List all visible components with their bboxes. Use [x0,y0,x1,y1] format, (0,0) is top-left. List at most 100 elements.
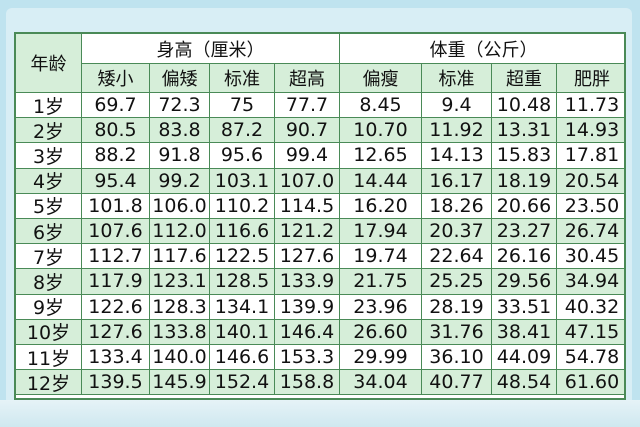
table-cell: 146.4 [275,319,340,345]
table-cell: 26.16 [492,244,557,270]
table-cell: 140.0 [150,345,210,371]
table-cell: 128.5 [210,269,275,295]
table-cell: 10.48 [492,93,557,119]
row-label: 12岁 [16,370,82,396]
table-cell: 116.6 [210,219,275,245]
table-cell: 9.4 [422,93,492,119]
table-cell: 139.5 [82,370,150,396]
table-cell: 145.9 [150,370,210,396]
table-cell: 44.09 [492,345,557,371]
table-cell: 153.3 [275,345,340,371]
row-label: 7岁 [16,244,82,270]
table-cell: 146.6 [210,345,275,371]
table-cell: 20.37 [422,219,492,245]
row-label: 2岁 [16,118,82,144]
table-cell: 133.8 [150,319,210,345]
table-cell: 133.4 [82,345,150,371]
table-cell: 29.56 [492,269,557,295]
table-cell: 34.04 [340,370,422,396]
table-cell: 20.54 [557,168,624,194]
table-cell: 99.2 [150,168,210,194]
row-label: 11岁 [16,345,82,371]
table-cell: 72.3 [150,93,210,119]
table-cell: 26.74 [557,219,624,245]
table-cell: 15.83 [492,143,557,169]
group-header: 体重（公斤） [340,34,624,64]
table-cell: 133.9 [275,269,340,295]
table-cell: 61.60 [557,370,624,396]
table-cell: 16.17 [422,168,492,194]
table-cell: 17.94 [340,219,422,245]
table-cell: 106.0 [150,193,210,219]
column-header: 矮小 [82,64,150,93]
table-cell: 16.20 [340,193,422,219]
bottom-band [0,400,640,427]
table-cell: 23.50 [557,194,624,219]
table-cell: 8.45 [340,93,422,119]
table-cell: 14.93 [557,118,624,144]
table-cell: 139.9 [275,294,340,320]
table-cell: 14.13 [422,143,492,169]
table-cell: 13.31 [492,118,557,144]
table-cell: 127.6 [275,244,340,270]
table-cell: 152.4 [210,370,275,396]
table-cell: 29.99 [340,345,422,371]
table-cell: 33.51 [492,294,557,320]
row-label: 1岁 [16,93,82,119]
table-cell: 122.6 [82,294,150,320]
table-cell: 140.1 [210,319,275,345]
table-cell: 99.4 [275,143,340,169]
row-label: 8岁 [16,269,82,295]
table-cell: 18.26 [422,193,492,219]
table-cell: 47.15 [557,319,624,345]
table-cell: 20.66 [492,193,557,219]
column-header: 超重 [492,64,557,93]
table-cell: 25.25 [422,269,492,295]
column-header: 肥胖 [557,64,624,93]
table-cell: 122.5 [210,244,275,270]
table-cell: 91.8 [150,143,210,169]
table-cell: 34.94 [557,269,624,295]
table-cell: 18.19 [492,168,557,194]
table-cell: 90.7 [275,118,340,144]
table-cell: 17.81 [557,143,624,169]
table-cell: 10.70 [340,118,422,144]
row-label: 3岁 [16,143,82,169]
table-cell: 40.77 [422,370,492,396]
table-cell: 80.5 [82,118,150,144]
table-cell: 28.19 [422,294,492,320]
table-cell: 117.9 [82,269,150,295]
table-cell: 23.96 [340,294,422,320]
table-cell: 107.6 [82,219,150,245]
row-label: 10岁 [16,319,82,345]
table-cell: 14.44 [340,168,422,194]
table-cell: 128.3 [150,294,210,320]
column-header: 标准 [210,64,275,93]
table-cell: 112.0 [150,219,210,245]
column-header: 偏矮 [150,64,210,93]
table-cell: 112.7 [82,244,150,270]
table-cell: 123.1 [150,269,210,295]
table-cell: 12.65 [340,143,422,169]
table-cell: 121.2 [275,219,340,245]
table-cell: 95.4 [82,168,150,194]
corner-header: 年龄 [16,34,82,93]
table-cell: 48.54 [492,370,557,396]
growth-table: 年龄 身高（厘米） 矮小 偏矮 标准 超高 体重（公斤） 偏瘦 标准 超重 肥胖 1岁 69.7 72.3… [14,32,626,400]
table-cell: 38.41 [492,319,557,345]
table-cell: 75 [210,93,275,119]
table-cell: 110.2 [210,193,275,219]
table-cell: 88.2 [82,143,150,169]
column-header: 偏瘦 [340,64,422,93]
table-cell: 114.5 [275,193,340,219]
row-label: 6岁 [16,219,82,245]
table-cell: 117.6 [150,244,210,270]
row-label: 5岁 [16,193,82,219]
table-cell: 69.7 [82,93,150,119]
table-cell: 103.1 [210,168,275,194]
group-header: 身高（厘米） [82,34,340,64]
table-cell: 26.60 [340,319,422,345]
table-cell: 36.10 [422,345,492,371]
table-cell: 101.8 [82,193,150,219]
table-cell: 40.32 [557,295,624,320]
